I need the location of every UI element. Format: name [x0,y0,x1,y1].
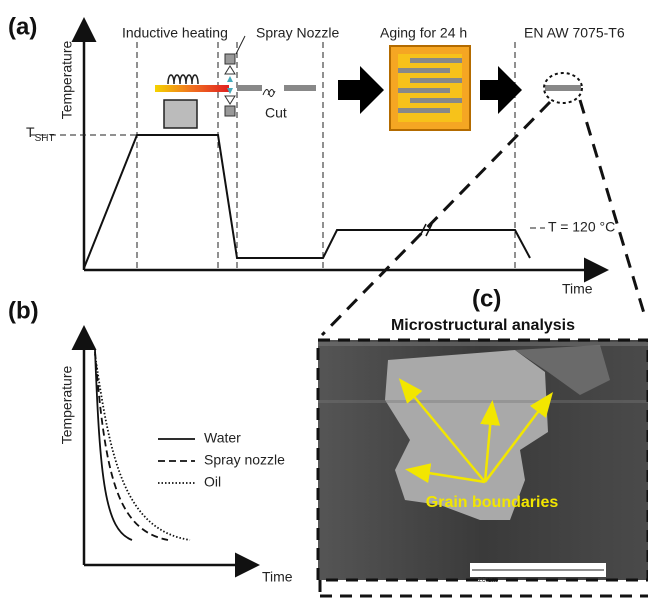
step-label: Aging for 24 h [380,25,467,41]
curve-spray [95,352,168,540]
t-sht-label: TSHT [26,124,55,144]
heating-icon [155,54,316,128]
aging-temp-label: T = 120 °C [548,219,615,235]
panel-label: (b) [8,297,39,324]
step-label: Cut [265,105,287,121]
curve-water [95,350,132,540]
y-axis-label: Temperature [59,40,75,119]
zoom-line [322,102,550,335]
panel-label: (c) [472,285,501,312]
sample [545,85,581,91]
x-axis-label: Time [562,281,593,297]
curve-oil [95,354,190,540]
micrograph [318,340,648,580]
annotation: Grain boundaries [426,494,559,511]
panel-title: Microstructural analysis [391,317,575,334]
step-label: EN AW 7075-T6 [524,25,625,41]
legend-label: Spray nozzle [204,452,285,468]
process-arrow [480,66,522,114]
y-axis-label: Temperature [59,365,75,444]
step-label: Inductive heating [122,25,228,41]
legend-label: Water [204,430,241,446]
figure: (a) Temperature Time TSHT T = 120 °C Ind… [0,0,648,599]
panel-label: (a) [8,13,37,40]
legend-label: Oil [204,474,221,490]
temperature-profile [84,135,530,268]
process-arrow [338,66,384,114]
t-sht-subscript: SHT [35,133,55,144]
aging-oven [390,46,470,130]
step-label: Spray Nozzle [256,25,339,41]
x-axis-label: Time [262,569,293,585]
